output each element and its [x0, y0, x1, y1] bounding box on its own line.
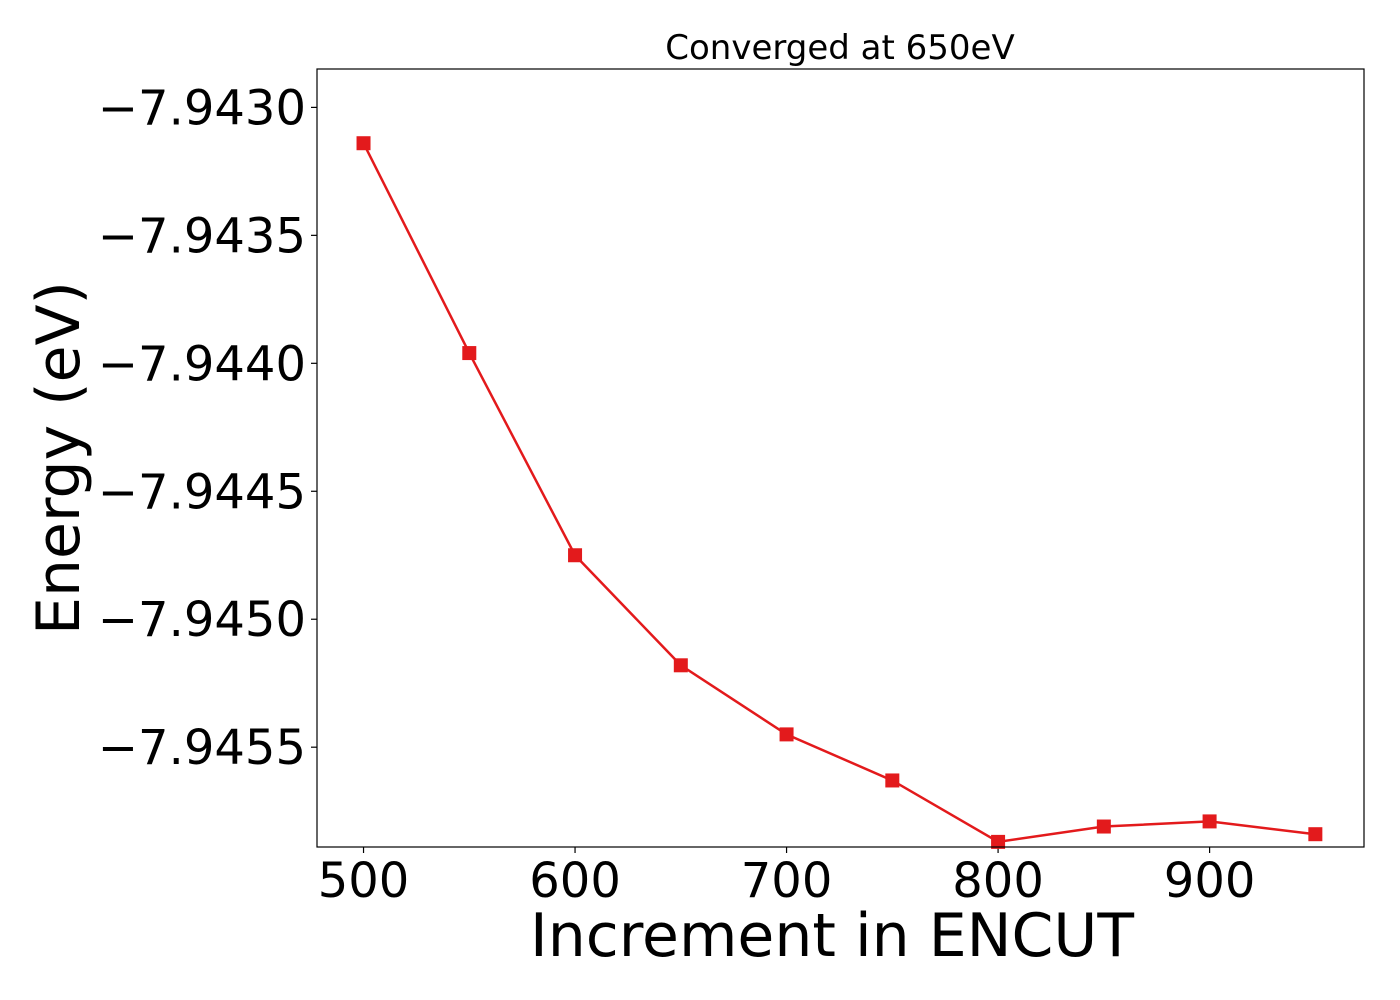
data-point-marker [1308, 827, 1323, 842]
data-point-marker [885, 773, 900, 788]
y-axis-label: Energy (eV) [24, 281, 94, 635]
data-point-marker [673, 658, 688, 673]
y-tick-label: −7.9430 [98, 80, 306, 136]
data-point-marker [779, 727, 794, 742]
data-point-marker [1202, 814, 1217, 829]
x-tick-label: 500 [318, 853, 410, 909]
data-point-marker [1096, 819, 1111, 834]
data-point-marker [991, 834, 1006, 849]
y-tick-label: −7.9455 [98, 720, 306, 776]
x-axis-ticks: 500 600 700 800 900 [318, 847, 1256, 909]
data-point-marker [568, 548, 583, 563]
x-axis-label: Increment in ENCUT [530, 901, 1134, 971]
data-point-marker [462, 346, 477, 361]
x-tick-label: 600 [529, 853, 621, 909]
chart-title: Converged at 650eV [665, 28, 1014, 68]
plot-frame [316, 68, 1365, 848]
y-tick-label: −7.9450 [98, 592, 306, 648]
series-line [362, 142, 1316, 844]
y-axis-ticks: −7.9430 −7.9435 −7.9440 −7.9445 −7.9450 −7.94… [98, 80, 317, 776]
y-tick-label: −7.9435 [98, 208, 306, 264]
x-tick-label: 800 [952, 853, 1044, 909]
x-tick-label: 900 [1164, 853, 1256, 909]
x-tick-label: 700 [741, 853, 833, 909]
series-markers [356, 136, 1323, 849]
y-tick-label: −7.9445 [98, 464, 306, 520]
data-point-marker [356, 136, 371, 151]
y-tick-label: −7.9440 [98, 336, 306, 392]
